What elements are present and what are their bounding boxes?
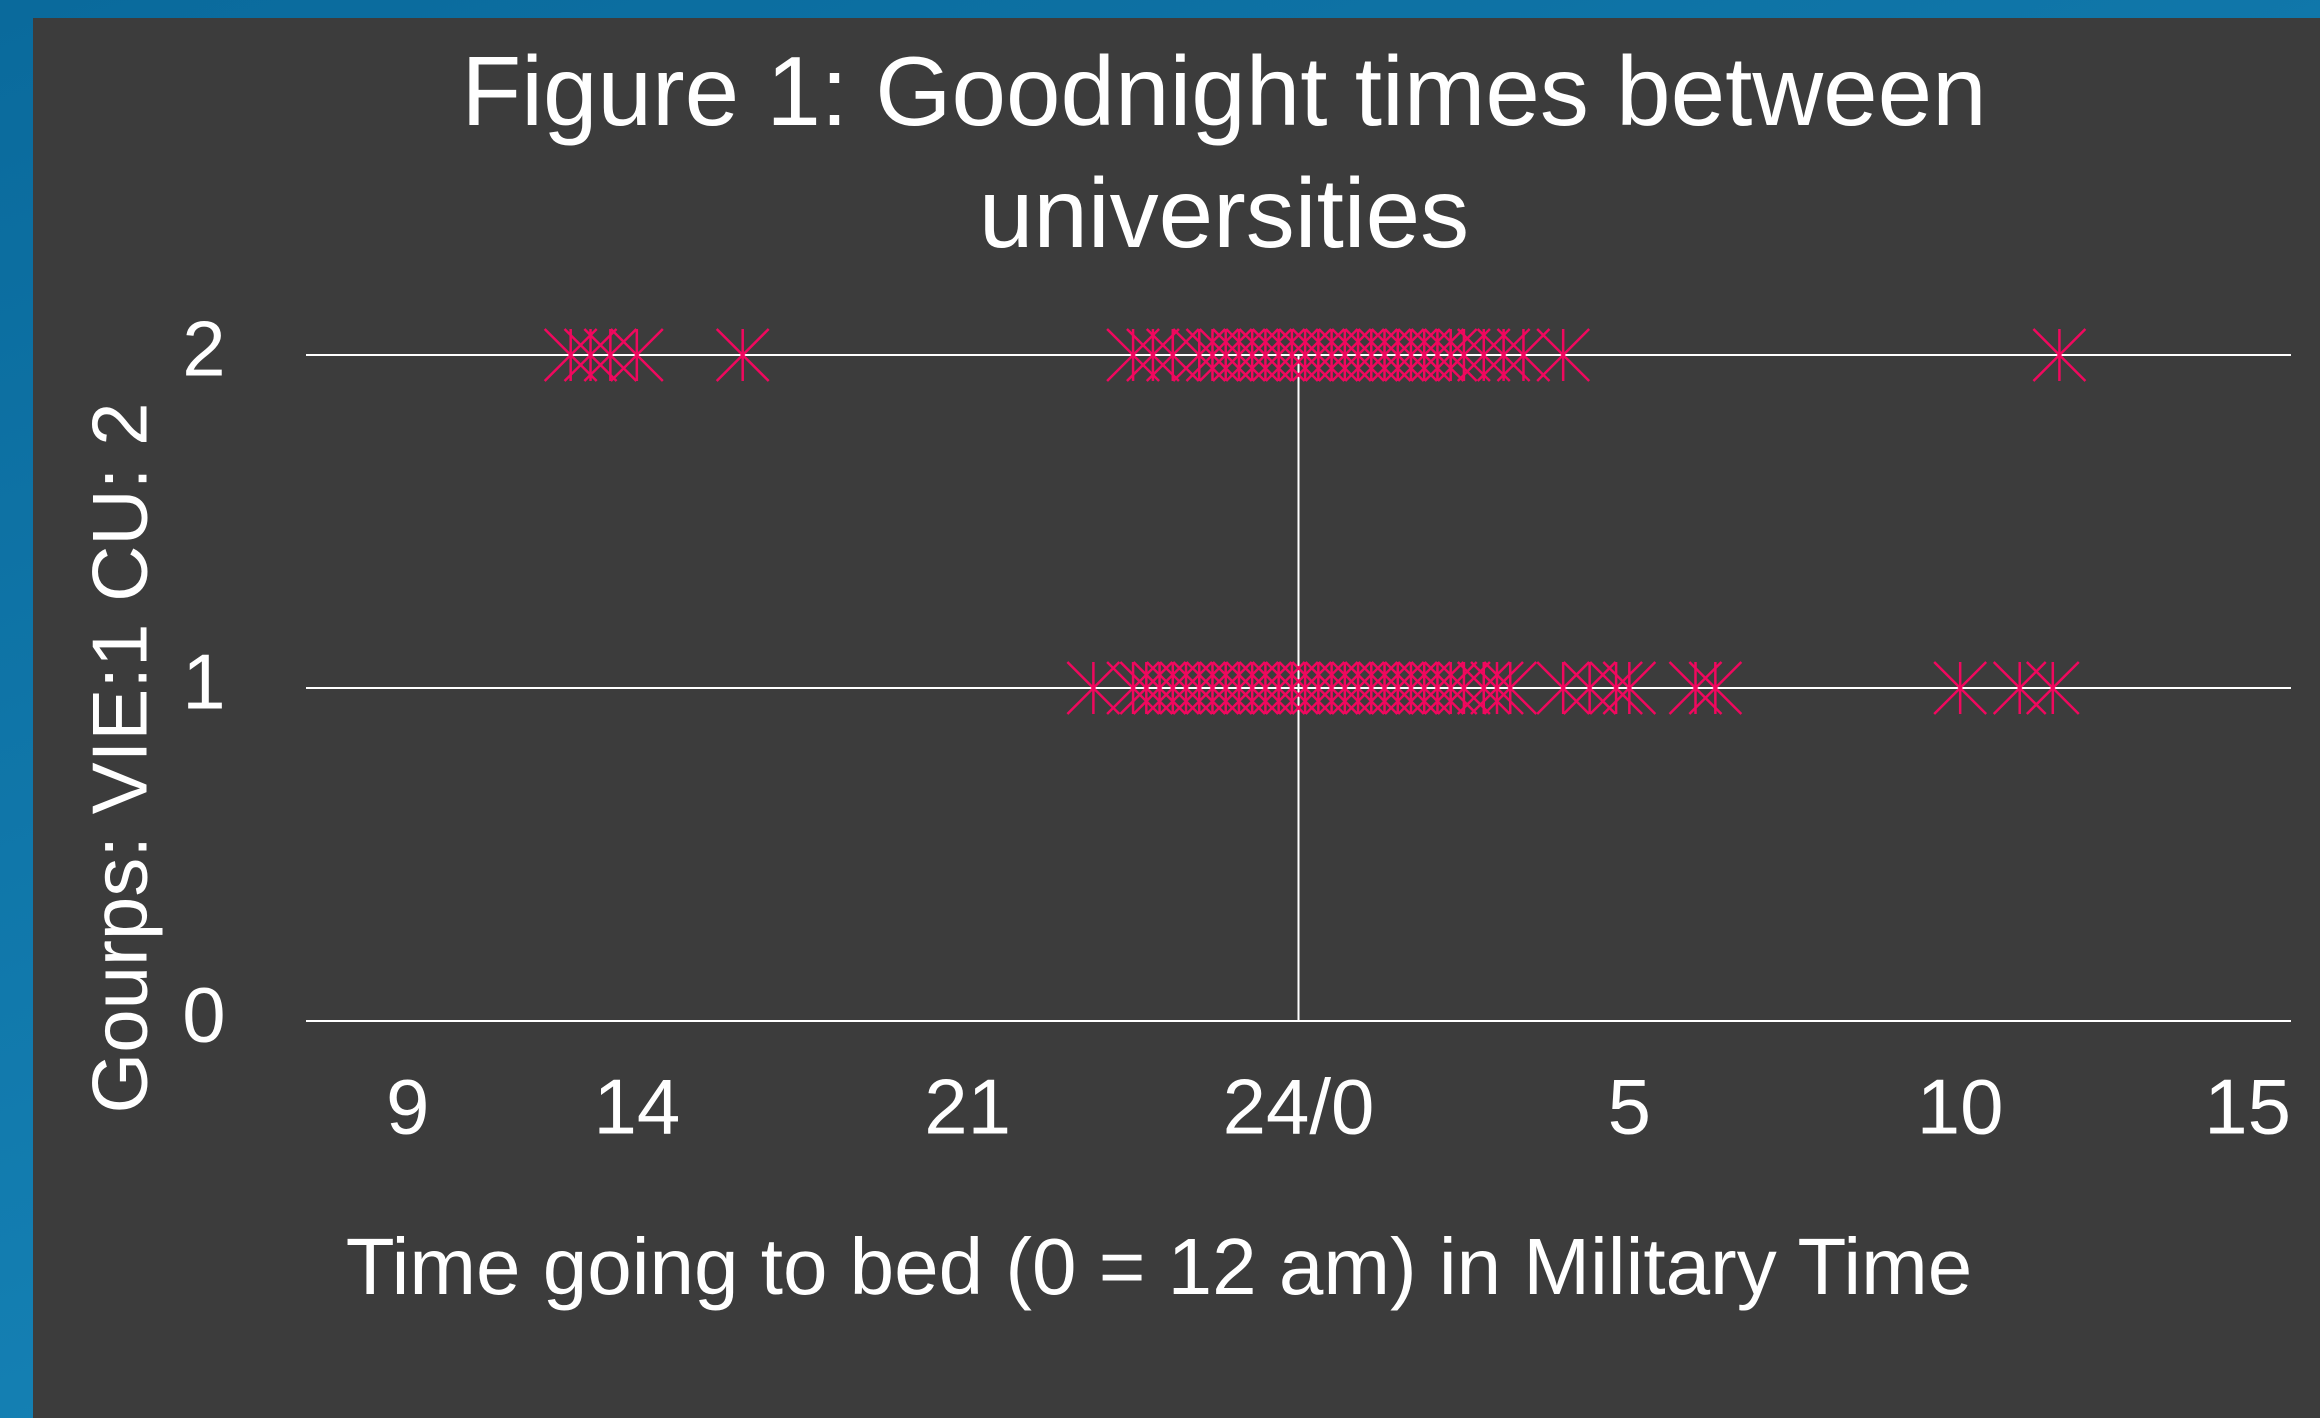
scatter-point xyxy=(2032,328,2087,382)
scatter-point xyxy=(1238,328,1293,382)
chart-title: Figure 1: Goodnight times between univer… xyxy=(461,36,1987,268)
scatter-point xyxy=(1331,328,1385,382)
scatter-point xyxy=(1317,328,1372,382)
scatter-point xyxy=(1291,328,1346,382)
scatter-point xyxy=(1264,661,1319,715)
scatter-point xyxy=(715,328,770,382)
scatter-point xyxy=(1198,328,1253,382)
scatter-point xyxy=(1470,661,1524,715)
x-tick-label: 21 xyxy=(924,1063,1011,1151)
scatter-point xyxy=(1317,661,1372,715)
scatter-point xyxy=(1106,328,1160,382)
scatter-point xyxy=(1278,661,1333,715)
scatter-point xyxy=(1119,661,1174,715)
scatter-point xyxy=(1357,661,1412,715)
scatter-point xyxy=(1410,661,1465,715)
scatter-point xyxy=(1384,328,1438,382)
scatter-point xyxy=(1212,661,1266,715)
scatter-point xyxy=(1225,661,1280,715)
x-tick-label: 9 xyxy=(386,1063,429,1151)
y-tick-label: 0 xyxy=(182,971,225,1059)
scatter-point xyxy=(1145,328,1200,382)
scatter-point xyxy=(543,328,598,382)
scatter-point xyxy=(1437,328,1491,382)
scatter-point xyxy=(1496,328,1551,382)
scatter-point xyxy=(1159,661,1213,715)
scatter-point xyxy=(563,328,618,382)
scatter-point xyxy=(1536,661,1591,715)
scatter-point xyxy=(1225,328,1280,382)
x-tick-label: 5 xyxy=(1608,1063,1651,1151)
scatter-point xyxy=(1172,328,1227,382)
scatter-point xyxy=(1562,661,1617,715)
scatter-point xyxy=(583,328,638,382)
scatter-point xyxy=(1212,328,1266,382)
scatter-point xyxy=(1238,661,1293,715)
y-tick-label: 2 xyxy=(182,305,225,393)
scatter-point xyxy=(1106,661,1160,715)
scatter-point xyxy=(1370,661,1425,715)
scatter-point xyxy=(1145,661,1200,715)
chart-panel xyxy=(33,18,2320,1418)
scatter-point xyxy=(1456,328,1511,382)
scatter-point xyxy=(1384,661,1438,715)
scatter-point xyxy=(1344,328,1399,382)
y-axis-label: Gourps: VIE:1 CU: 2 xyxy=(76,403,164,1114)
scatter-point xyxy=(1185,661,1240,715)
scatter-point xyxy=(609,328,664,382)
scatter-point xyxy=(1357,328,1412,382)
scatter-point xyxy=(1264,328,1319,382)
scatter-point xyxy=(1304,661,1359,715)
x-tick-label: 24/0 xyxy=(1223,1063,1375,1151)
scatter-point xyxy=(1126,328,1180,382)
scatter-point xyxy=(1278,328,1333,382)
scatter-point xyxy=(1198,661,1253,715)
scatter-point xyxy=(1185,328,1240,382)
scatter-point xyxy=(1397,328,1452,382)
scatter-point xyxy=(1476,328,1531,382)
scatter-point xyxy=(1304,328,1359,382)
x-tick-label: 14 xyxy=(593,1063,680,1151)
scatter-point xyxy=(1251,328,1306,382)
scatter-point xyxy=(1410,328,1465,382)
scatter-point xyxy=(1172,661,1227,715)
x-tick-label: 10 xyxy=(1917,1063,2004,1151)
x-axis-label: Time going to bed (0 = 12 am) in Militar… xyxy=(345,1222,1973,1311)
scatter-point xyxy=(1370,328,1425,382)
scatter-point xyxy=(1344,661,1399,715)
scatter-point xyxy=(1483,661,1538,715)
scatter-point xyxy=(1589,661,1643,715)
scatter-point xyxy=(1331,661,1385,715)
scatter-point xyxy=(1602,661,1657,715)
scatter-point xyxy=(1688,661,1743,715)
y-tick-label: 1 xyxy=(182,638,225,726)
scatter-point xyxy=(1251,661,1306,715)
scatter-point xyxy=(1456,661,1511,715)
scatter-point xyxy=(1668,661,1723,715)
scatter-point xyxy=(1933,661,1988,715)
x-tick-label: 15 xyxy=(2204,1063,2291,1151)
scatter-point xyxy=(1066,661,1121,715)
scatter-point xyxy=(1397,661,1452,715)
scatter-point xyxy=(2025,661,2080,715)
scatter-point xyxy=(1132,661,1187,715)
scatter-point xyxy=(1536,328,1591,382)
scatter-point xyxy=(1291,661,1346,715)
